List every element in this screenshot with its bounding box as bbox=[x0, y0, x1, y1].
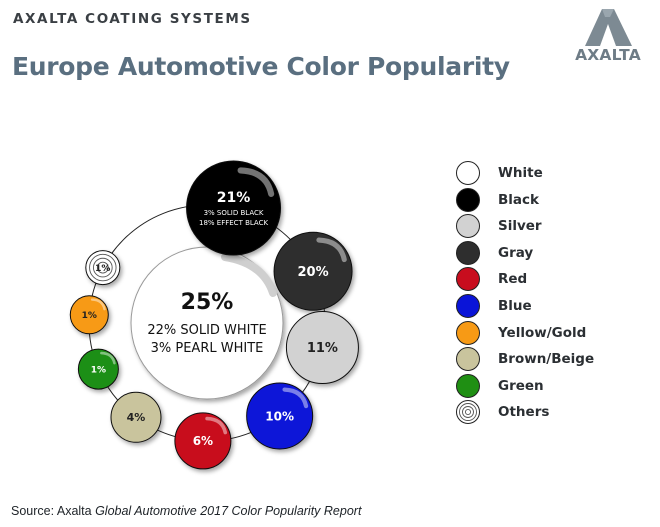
bubble-black: 21% 3% SOLID BLACK 18% EFFECT BLACK bbox=[186, 160, 282, 256]
bubble-red-gloss bbox=[205, 416, 228, 435]
bubble-gray-gloss bbox=[316, 237, 347, 263]
legend-swatch-others bbox=[456, 400, 480, 425]
bubble-red: 6% bbox=[174, 412, 232, 470]
legend-label-others: Others bbox=[498, 404, 550, 421]
legend-swatch-white bbox=[456, 161, 480, 185]
bubble-brown-beige: 4% bbox=[110, 391, 162, 443]
bubble-white: 25% 22% SOLID WHITE 3% PEARL WHITE bbox=[130, 246, 284, 400]
legend-swatch-yellow-gold bbox=[456, 320, 480, 345]
legend-label-red: Red bbox=[498, 271, 528, 288]
center-breakdown-solid-white: 22% SOLID WHITE bbox=[147, 323, 266, 338]
legend-label-white: White bbox=[498, 165, 543, 181]
legend-label-brown-beige: Brown/Beige bbox=[498, 351, 595, 368]
bubble-black-gloss bbox=[237, 167, 275, 197]
bubble-green-gloss bbox=[100, 351, 116, 365]
legend-swatch-black bbox=[456, 187, 480, 212]
source-note: Source: Axalta Global Automotive 2017 Co… bbox=[11, 504, 361, 518]
page-title: Europe Automotive Color Popularity bbox=[12, 52, 510, 81]
bubble-blue-value-label: 10% bbox=[265, 409, 294, 423]
bubble-others-disc bbox=[85, 250, 121, 286]
bubble-yellow-gold-disc bbox=[69, 295, 109, 335]
bubble-silver: 11% bbox=[285, 311, 359, 385]
legend-swatch-brown-beige bbox=[456, 347, 480, 372]
logo-wordmark: AXALTA bbox=[575, 46, 641, 64]
center-breakdown-pearl-white: 3% PEARL WHITE bbox=[151, 341, 264, 356]
legend-label-black: Black bbox=[498, 191, 540, 208]
legend-swatch-blue bbox=[456, 294, 480, 318]
axalta-logo-icon bbox=[585, 9, 632, 46]
bubble-black-disc bbox=[186, 160, 282, 256]
bubble-green-disc bbox=[77, 348, 119, 390]
bubble-red-value-label: 6% bbox=[193, 434, 213, 448]
legend-label-blue: Blue bbox=[498, 298, 532, 314]
bubble-silver-disc bbox=[285, 311, 359, 385]
bubble-brown-beige-value-label: 4% bbox=[127, 411, 146, 424]
bubble-others-ring-2 bbox=[96, 261, 109, 274]
bubble-green-value-label: 1% bbox=[91, 365, 106, 375]
legend-swatch-silver bbox=[456, 214, 480, 239]
bubble-others-ring-0 bbox=[89, 253, 117, 282]
bubble-black-breakdown-solid-black: 3% SOLID BLACK bbox=[204, 209, 264, 217]
legend-swatch-gray bbox=[456, 240, 480, 265]
bubble-black-breakdown-effect-black: 18% EFFECT BLACK bbox=[199, 219, 268, 227]
brand-line: AXALTA COATING SYSTEMS bbox=[13, 11, 252, 27]
source-prefix: Source: Axalta bbox=[11, 504, 96, 518]
bubble-brown-beige-disc bbox=[110, 391, 162, 443]
bubble-blue: 10% bbox=[246, 382, 314, 450]
legend-label-green: Green bbox=[498, 377, 544, 394]
bubble-yellow-gold: 1% bbox=[69, 295, 109, 335]
bubble-gray-disc bbox=[273, 231, 353, 311]
legend-label-silver: Silver bbox=[498, 218, 542, 235]
bubble-gray: 20% bbox=[273, 231, 353, 311]
bubble-others: 1% bbox=[85, 250, 121, 286]
legend-swatch-red bbox=[456, 267, 480, 292]
bubble-blue-disc bbox=[246, 382, 314, 450]
bubble-silver-value-label: 11% bbox=[307, 341, 338, 356]
bubble-green: 1% bbox=[77, 348, 119, 390]
bubble-others-ring-1 bbox=[93, 257, 113, 278]
bubble-white-gloss bbox=[221, 253, 277, 297]
bubble-chart: 25% 22% SOLID WHITE 3% PEARL WHITE 21% 3% SO… bbox=[69, 160, 359, 470]
legend-label-yellow-gold: Yellow/Gold bbox=[498, 324, 587, 341]
bubble-yellow-gold-value-label: 1% bbox=[82, 311, 97, 321]
legend-swatch-green bbox=[456, 373, 480, 398]
bubble-others-value-label: 1% bbox=[95, 264, 110, 274]
center-value-label: 25% bbox=[181, 290, 234, 315]
bubble-black-value-label: 21% bbox=[217, 190, 251, 206]
bubble-yellow-gold-gloss bbox=[90, 298, 106, 311]
bubble-red-disc bbox=[174, 412, 232, 470]
bubble-blue-gloss bbox=[282, 387, 309, 409]
legend-label-gray: Gray bbox=[498, 244, 534, 261]
source-report: Global Automotive 2017 Color Popularity … bbox=[95, 504, 362, 518]
bubble-gray-value-label: 20% bbox=[297, 265, 328, 280]
